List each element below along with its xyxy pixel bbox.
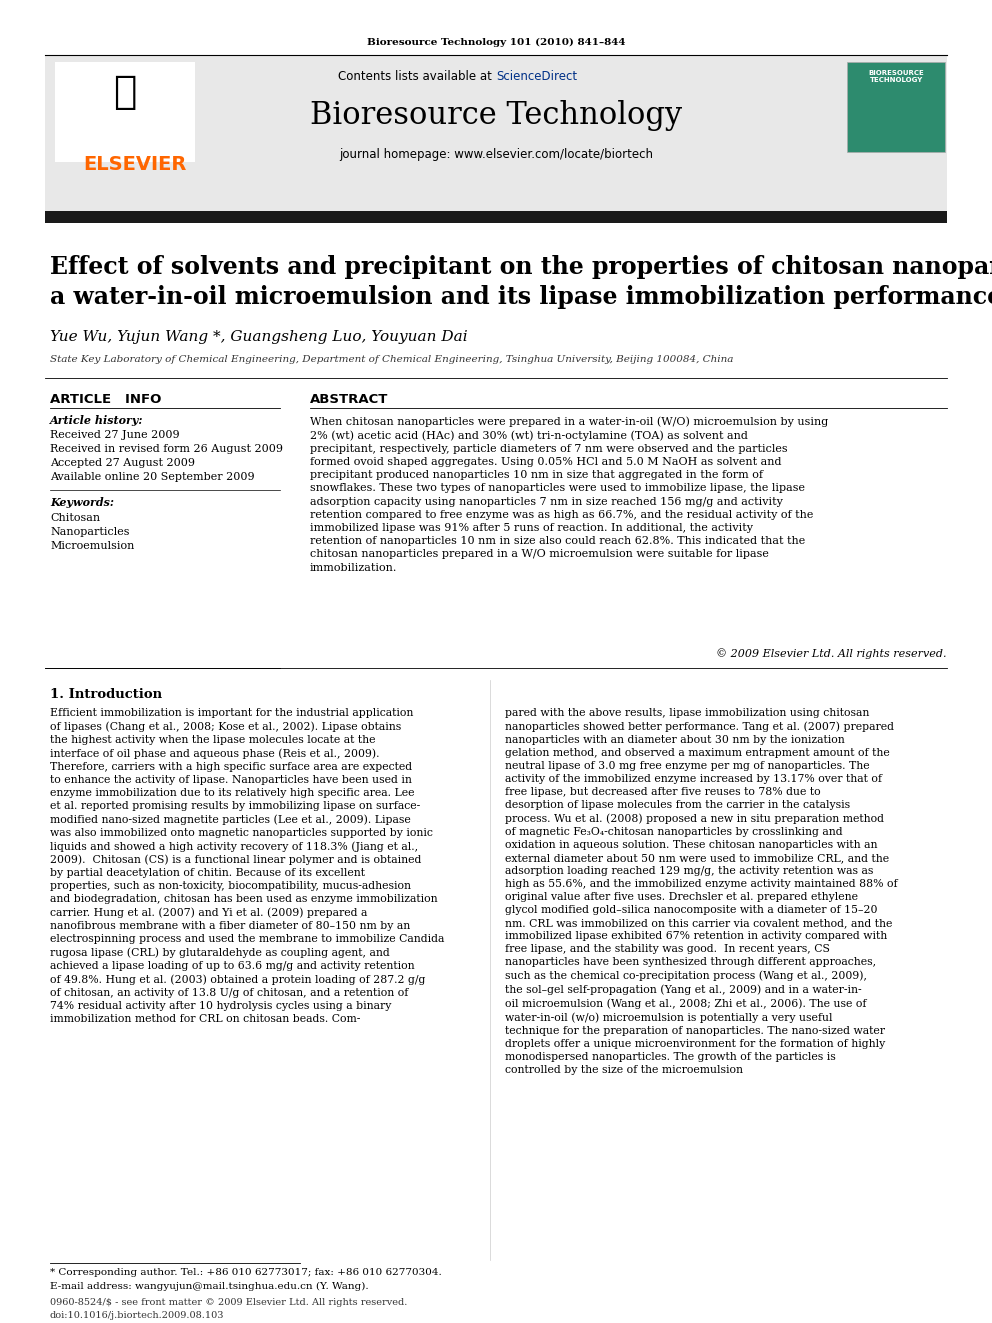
Text: When chitosan nanoparticles were prepared in a water-in-oil (W/O) microemulsion : When chitosan nanoparticles were prepare… bbox=[310, 415, 828, 573]
Text: Article history:: Article history: bbox=[50, 415, 144, 426]
Text: journal homepage: www.elsevier.com/locate/biortech: journal homepage: www.elsevier.com/locat… bbox=[339, 148, 653, 161]
Text: Keywords:: Keywords: bbox=[50, 497, 114, 508]
Text: State Key Laboratory of Chemical Engineering, Department of Chemical Engineering: State Key Laboratory of Chemical Enginee… bbox=[50, 355, 733, 364]
Text: Microemulsion: Microemulsion bbox=[50, 541, 134, 550]
Text: Nanoparticles: Nanoparticles bbox=[50, 527, 130, 537]
Bar bbox=[45, 56, 947, 210]
Text: * Corresponding author. Tel.: +86 010 62773017; fax: +86 010 62770304.: * Corresponding author. Tel.: +86 010 62… bbox=[50, 1267, 441, 1277]
Bar bbox=[55, 62, 195, 161]
Text: 0960-8524/$ - see front matter © 2009 Elsevier Ltd. All rights reserved.: 0960-8524/$ - see front matter © 2009 El… bbox=[50, 1298, 408, 1307]
Text: Received in revised form 26 August 2009: Received in revised form 26 August 2009 bbox=[50, 445, 283, 454]
Text: © 2009 Elsevier Ltd. All rights reserved.: © 2009 Elsevier Ltd. All rights reserved… bbox=[716, 648, 947, 659]
Bar bbox=[847, 62, 945, 152]
Text: pared with the above results, lipase immobilization using chitosan
nanoparticles: pared with the above results, lipase imm… bbox=[505, 708, 898, 1074]
Text: Yue Wu, Yujun Wang *, Guangsheng Luo, Youyuan Dai: Yue Wu, Yujun Wang *, Guangsheng Luo, Yo… bbox=[50, 329, 467, 344]
Text: Received 27 June 2009: Received 27 June 2009 bbox=[50, 430, 180, 441]
Text: Bioresource Technology 101 (2010) 841–844: Bioresource Technology 101 (2010) 841–84… bbox=[367, 38, 625, 48]
Text: Accepted 27 August 2009: Accepted 27 August 2009 bbox=[50, 458, 195, 468]
Text: doi:10.1016/j.biortech.2009.08.103: doi:10.1016/j.biortech.2009.08.103 bbox=[50, 1311, 224, 1320]
Text: ScienceDirect: ScienceDirect bbox=[496, 70, 577, 83]
Text: Bioresource Technology: Bioresource Technology bbox=[310, 101, 682, 131]
Text: E-mail address: wangyujun@mail.tsinghua.edu.cn (Y. Wang).: E-mail address: wangyujun@mail.tsinghua.… bbox=[50, 1282, 369, 1291]
Text: Efficient immobilization is important for the industrial application
of lipases : Efficient immobilization is important fo… bbox=[50, 708, 444, 1024]
Text: ARTICLE   INFO: ARTICLE INFO bbox=[50, 393, 162, 406]
Text: Chitosan: Chitosan bbox=[50, 513, 100, 523]
Text: 🌳: 🌳 bbox=[113, 73, 137, 111]
Text: Effect of solvents and precipitant on the properties of chitosan nanoparticles i: Effect of solvents and precipitant on th… bbox=[50, 255, 992, 308]
Text: ABSTRACT: ABSTRACT bbox=[310, 393, 389, 406]
Text: ELSEVIER: ELSEVIER bbox=[83, 155, 186, 175]
Text: 1. Introduction: 1. Introduction bbox=[50, 688, 162, 701]
Text: Available online 20 September 2009: Available online 20 September 2009 bbox=[50, 472, 255, 482]
Bar bbox=[45, 210, 947, 224]
Text: BIORESOURCE
TECHNOLOGY: BIORESOURCE TECHNOLOGY bbox=[868, 70, 924, 83]
Text: Contents lists available at: Contents lists available at bbox=[338, 70, 496, 83]
